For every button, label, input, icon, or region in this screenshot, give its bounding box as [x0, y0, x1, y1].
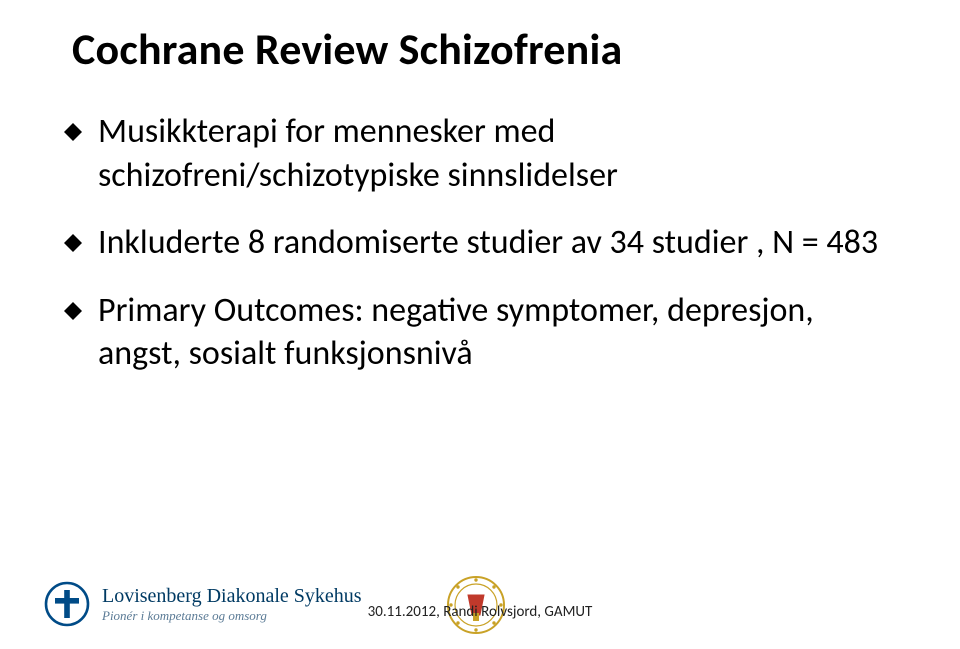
bullet-text: Inkluderte 8 randomiserte studier av 34 …	[98, 221, 900, 265]
bullet-text: Musikkterapi for mennesker med schizofre…	[98, 110, 900, 197]
slide-title: Cochrane Review Schizofrenia	[72, 22, 622, 76]
lds-text-block: Lovisenberg Diakonale Sykehus Pionér i k…	[102, 586, 362, 623]
diamond-icon	[64, 234, 82, 252]
bullet-item: Inkluderte 8 randomiserte studier av 34 …	[64, 221, 900, 265]
uib-seal-icon	[446, 575, 506, 635]
slide: Cochrane Review Schizofrenia Musikkterap…	[0, 0, 960, 649]
bullet-text: Primary Outcomes: negative symptomer, de…	[98, 289, 900, 376]
lds-tagline: Pionér i kompetanse og omsorg	[102, 609, 362, 623]
bullet-list: Musikkterapi for mennesker med schizofre…	[64, 110, 900, 400]
slide-footer: Lovisenberg Diakonale Sykehus Pionér i k…	[0, 557, 960, 649]
lds-mark-icon	[44, 581, 90, 627]
bullet-item: Musikkterapi for mennesker med schizofre…	[64, 110, 900, 197]
lds-logo: Lovisenberg Diakonale Sykehus Pionér i k…	[44, 581, 362, 627]
lds-name: Lovisenberg Diakonale Sykehus	[102, 586, 362, 607]
bullet-item: Primary Outcomes: negative symptomer, de…	[64, 289, 900, 376]
diamond-icon	[64, 302, 82, 320]
diamond-icon	[64, 123, 82, 141]
